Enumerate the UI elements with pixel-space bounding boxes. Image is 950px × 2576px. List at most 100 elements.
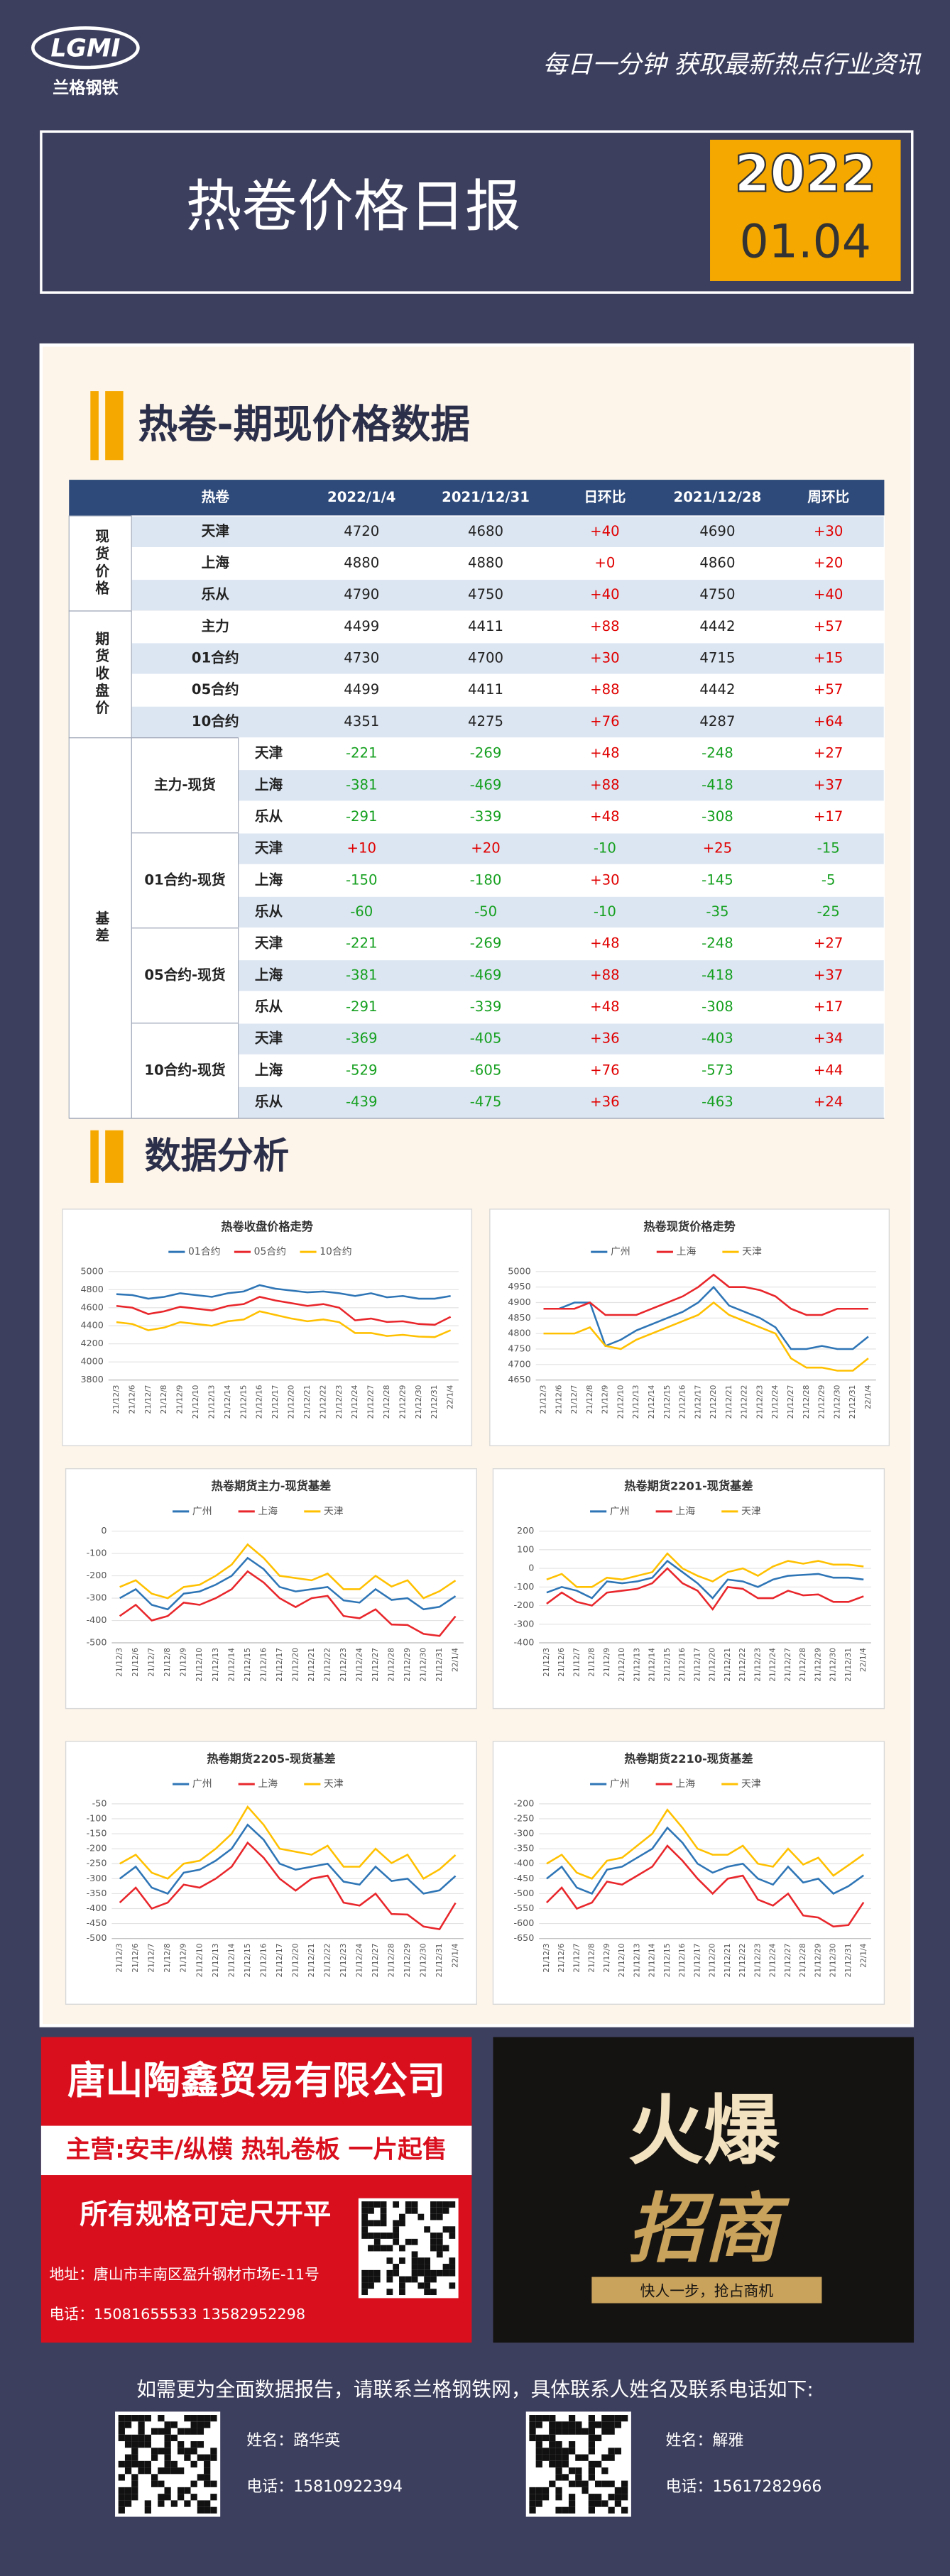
- row-name: 乐从: [255, 998, 283, 1015]
- qr-dot: [529, 2487, 536, 2494]
- qr-dot: [190, 2441, 197, 2448]
- qr-dot: [588, 2434, 595, 2442]
- series-line: [546, 1559, 864, 1600]
- qr-dot: [449, 2257, 456, 2264]
- cell: -463: [701, 1094, 733, 1110]
- row-bg: [131, 546, 885, 580]
- qr-dot: [588, 2474, 595, 2481]
- qr-dot: [588, 2421, 595, 2428]
- qr-dot: [601, 2415, 608, 2422]
- y-tick-label: -200: [87, 1570, 107, 1581]
- qr-dot: [138, 2421, 145, 2428]
- qr-dot: [535, 2434, 542, 2442]
- x-tick-label: 21/12/24: [770, 1385, 780, 1419]
- row-name: 10合约: [192, 713, 239, 730]
- x-tick-label: 21/12/7: [147, 1944, 156, 1973]
- qr-dot: [575, 2454, 582, 2461]
- cell: 4287: [699, 713, 735, 730]
- row-name: 天津: [202, 523, 230, 539]
- qr-dot: [608, 2428, 615, 2435]
- qr-dot: [158, 2467, 165, 2475]
- subgroup-label: 10合约-现货: [144, 1062, 225, 1078]
- contact-phone: 电话：15617282966: [666, 2478, 822, 2496]
- qr-dot: [373, 2276, 381, 2283]
- qr-dot: [210, 2454, 217, 2461]
- x-tick-label: 21/12/23: [753, 1944, 762, 1978]
- qr-dot: [430, 2213, 437, 2220]
- qr-dot: [138, 2434, 145, 2442]
- cell: -291: [346, 998, 378, 1015]
- x-tick-label: 21/12/22: [738, 1648, 747, 1682]
- qr-dot: [614, 2500, 622, 2507]
- qr-dot: [562, 2506, 569, 2514]
- qr-dot: [380, 2245, 387, 2252]
- qr-dot: [417, 2269, 425, 2277]
- qr-dot: [405, 2276, 412, 2283]
- row-bg: [131, 578, 885, 612]
- x-tick-label: 21/12/8: [163, 1943, 172, 1972]
- qr-dot: [555, 2487, 562, 2494]
- qr-dot: [184, 2415, 191, 2422]
- qr-dot: [442, 2207, 449, 2214]
- qr-dot: [430, 2289, 437, 2296]
- x-tick-label: 21/12/27: [371, 1944, 380, 1978]
- cell: +48: [590, 745, 619, 761]
- qr-dot: [144, 2500, 151, 2507]
- x-tick-label: 21/12/9: [179, 1648, 188, 1677]
- qr-dot: [361, 2207, 368, 2214]
- legend-label: 05合约: [254, 1246, 286, 1257]
- cell: 4499: [344, 681, 379, 698]
- qr-dot: [399, 2257, 405, 2264]
- x-tick-label: 21/12/17: [271, 1385, 280, 1419]
- x-tick-label: 21/12/8: [159, 1385, 168, 1414]
- qr-dot: [542, 2448, 550, 2455]
- year: 2022: [734, 144, 876, 204]
- subgroup-cell: [131, 832, 239, 929]
- qr-dot: [190, 2448, 197, 2455]
- x-tick-label: 21/12/28: [386, 1943, 395, 1977]
- row-name: 乐从: [255, 1094, 283, 1110]
- x-tick-label: 21/12/13: [632, 1648, 641, 1682]
- cell: +88: [590, 967, 619, 983]
- qr-dot: [178, 2467, 185, 2475]
- x-tick-label: 21/12/20: [708, 1943, 717, 1977]
- qr-dot: [380, 2213, 387, 2220]
- qr-dot: [575, 2474, 582, 2481]
- x-tick-label: 21/12/15: [243, 1648, 252, 1682]
- x-tick-label: 21/12/9: [602, 1943, 611, 1972]
- y-tick-label: -300: [87, 1593, 107, 1604]
- qr-dot: [562, 2454, 569, 2461]
- qr-dot: [568, 2480, 576, 2487]
- qr-dot: [608, 2454, 615, 2461]
- qr-dot: [144, 2415, 151, 2422]
- qr-dot: [164, 2441, 171, 2448]
- logo: LGMI: [50, 35, 120, 63]
- x-tick-label: 21/12/16: [677, 1648, 687, 1682]
- qr-dot: [436, 2207, 443, 2214]
- cell: 4880: [468, 555, 503, 571]
- qr-dot: [170, 2421, 178, 2428]
- qr-dot: [361, 2213, 368, 2220]
- row-bg: [237, 800, 885, 834]
- series-line: [543, 1273, 868, 1316]
- y-tick-label: 4750: [508, 1343, 530, 1354]
- qr-dot: [164, 2454, 171, 2461]
- y-tick-label: 4800: [80, 1284, 103, 1295]
- x-tick-label: 21/12/23: [753, 1648, 762, 1682]
- chart-box: [492, 1468, 885, 1710]
- qr-dot: [442, 2264, 449, 2270]
- cell: +48: [590, 808, 619, 825]
- qr-dot: [204, 2474, 211, 2481]
- y-tick-label: 5000: [508, 1266, 530, 1277]
- y-tick-label: -400: [513, 1859, 534, 1869]
- qr-dot: [399, 2289, 405, 2296]
- qr-dot: [562, 2428, 569, 2435]
- legend-label: 天津: [742, 1246, 762, 1257]
- cell: -10: [594, 903, 616, 920]
- qr-dot: [184, 2428, 191, 2435]
- qr-dot: [368, 2201, 374, 2208]
- qr-dot: [411, 2238, 418, 2245]
- cell: -381: [346, 967, 378, 983]
- x-tick-label: 21/12/31: [843, 1648, 853, 1682]
